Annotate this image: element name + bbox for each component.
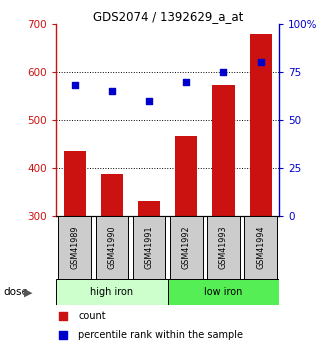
Text: percentile rank within the sample: percentile rank within the sample [78,330,244,340]
Bar [244,216,277,279]
Text: GSM41993: GSM41993 [219,226,228,269]
Text: GSM41994: GSM41994 [256,226,265,269]
Bar [58,216,91,279]
Bar [249,34,272,216]
Bar [101,174,123,216]
Point [60,314,65,319]
Point [221,69,226,75]
Bar [170,216,203,279]
Text: ▶: ▶ [24,287,32,297]
Text: GSM41989: GSM41989 [70,226,79,269]
Point [147,98,152,104]
Bar [207,216,240,279]
Bar [64,151,86,216]
Point [60,332,65,338]
Text: low iron: low iron [204,287,243,297]
Bar [175,136,197,216]
Bar [138,201,160,216]
Text: GSM41991: GSM41991 [145,226,154,269]
Point [184,79,189,84]
Text: dose: dose [3,287,28,297]
Point [258,60,263,65]
Text: GSM41992: GSM41992 [182,226,191,269]
Text: GSM41990: GSM41990 [108,226,117,269]
Bar [133,216,166,279]
Text: count: count [78,312,106,322]
Bar [213,86,235,216]
Bar [96,216,128,279]
Point [72,83,77,88]
Bar [168,279,279,305]
Text: high iron: high iron [91,287,134,297]
Bar [56,279,168,305]
Title: GDS2074 / 1392629_a_at: GDS2074 / 1392629_a_at [92,10,243,23]
Point [109,88,115,94]
